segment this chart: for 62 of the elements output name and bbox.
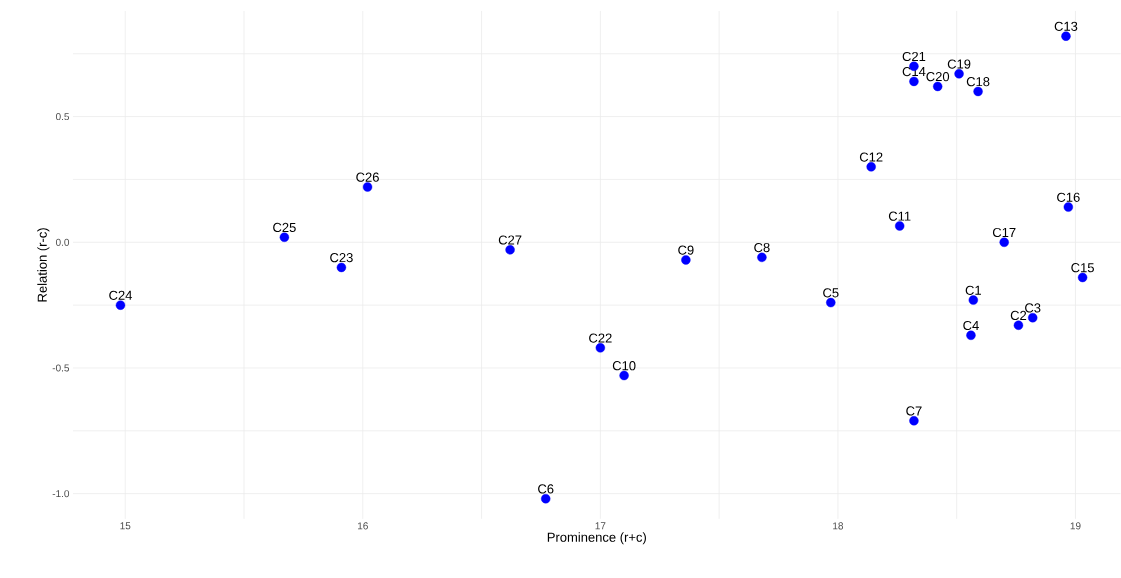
y-axis-title: Relation (r-c) <box>37 228 50 302</box>
annotation: C11 <box>888 211 911 221</box>
y-tick-label: 0.5 <box>55 113 70 121</box>
point <box>336 262 347 273</box>
point <box>757 252 767 263</box>
annotation: C26 <box>356 172 379 182</box>
point <box>954 69 964 79</box>
annotation: C19 <box>947 59 971 69</box>
point <box>932 81 943 92</box>
point <box>1061 31 1071 41</box>
annotation: C17 <box>992 227 1016 238</box>
annotation: C22 <box>589 333 612 343</box>
point <box>595 343 606 353</box>
annotation: C13 <box>1054 21 1078 32</box>
point <box>115 300 126 310</box>
point <box>1077 272 1088 283</box>
x-tick-label: 18 <box>833 522 844 530</box>
point <box>619 370 629 381</box>
x-tick-label: 15 <box>120 522 131 530</box>
annotation: C7 <box>906 406 922 416</box>
annotation: C15 <box>1071 263 1094 273</box>
annotation: C3 <box>1025 303 1041 313</box>
point <box>968 295 979 305</box>
annotation: C23 <box>330 253 353 263</box>
annotation: C1 <box>965 285 981 295</box>
annotation: C12 <box>859 152 883 162</box>
point <box>1013 320 1024 331</box>
annotation: C6 <box>538 484 554 494</box>
y-tick-label: 0.0 <box>55 238 70 246</box>
y-tick-label: -0.5 <box>52 364 70 372</box>
point <box>909 416 919 426</box>
x-tick-label: 19 <box>1070 522 1081 530</box>
point <box>681 255 691 265</box>
point <box>826 298 836 308</box>
annotation: C24 <box>109 290 133 301</box>
point <box>894 221 905 231</box>
x-tick-label: 17 <box>595 522 606 530</box>
point <box>279 232 290 243</box>
x-tick-label: 16 <box>358 522 368 530</box>
annotation: C2 <box>1010 310 1027 321</box>
annotation: C16 <box>1057 192 1080 202</box>
point <box>999 237 1009 248</box>
annotation: C27 <box>498 235 522 245</box>
annotation: C20 <box>926 72 950 82</box>
annotation: C9 <box>678 245 694 255</box>
x-axis-title: Prominence (r+c) <box>547 532 646 545</box>
point <box>505 245 515 255</box>
annotation: C8 <box>754 243 770 253</box>
point <box>973 86 983 97</box>
annotation: C5 <box>823 288 839 298</box>
annotation: C25 <box>273 222 296 233</box>
point <box>1028 313 1038 323</box>
point <box>966 330 976 341</box>
y-tick-label: -1.0 <box>52 490 70 498</box>
point <box>1063 202 1074 212</box>
annotation: C10 <box>612 361 636 371</box>
point <box>362 182 373 192</box>
annotation: C21 <box>902 51 926 62</box>
annotation: C4 <box>963 320 979 331</box>
point <box>866 162 876 172</box>
annotation: C18 <box>966 77 990 87</box>
point <box>541 494 551 504</box>
